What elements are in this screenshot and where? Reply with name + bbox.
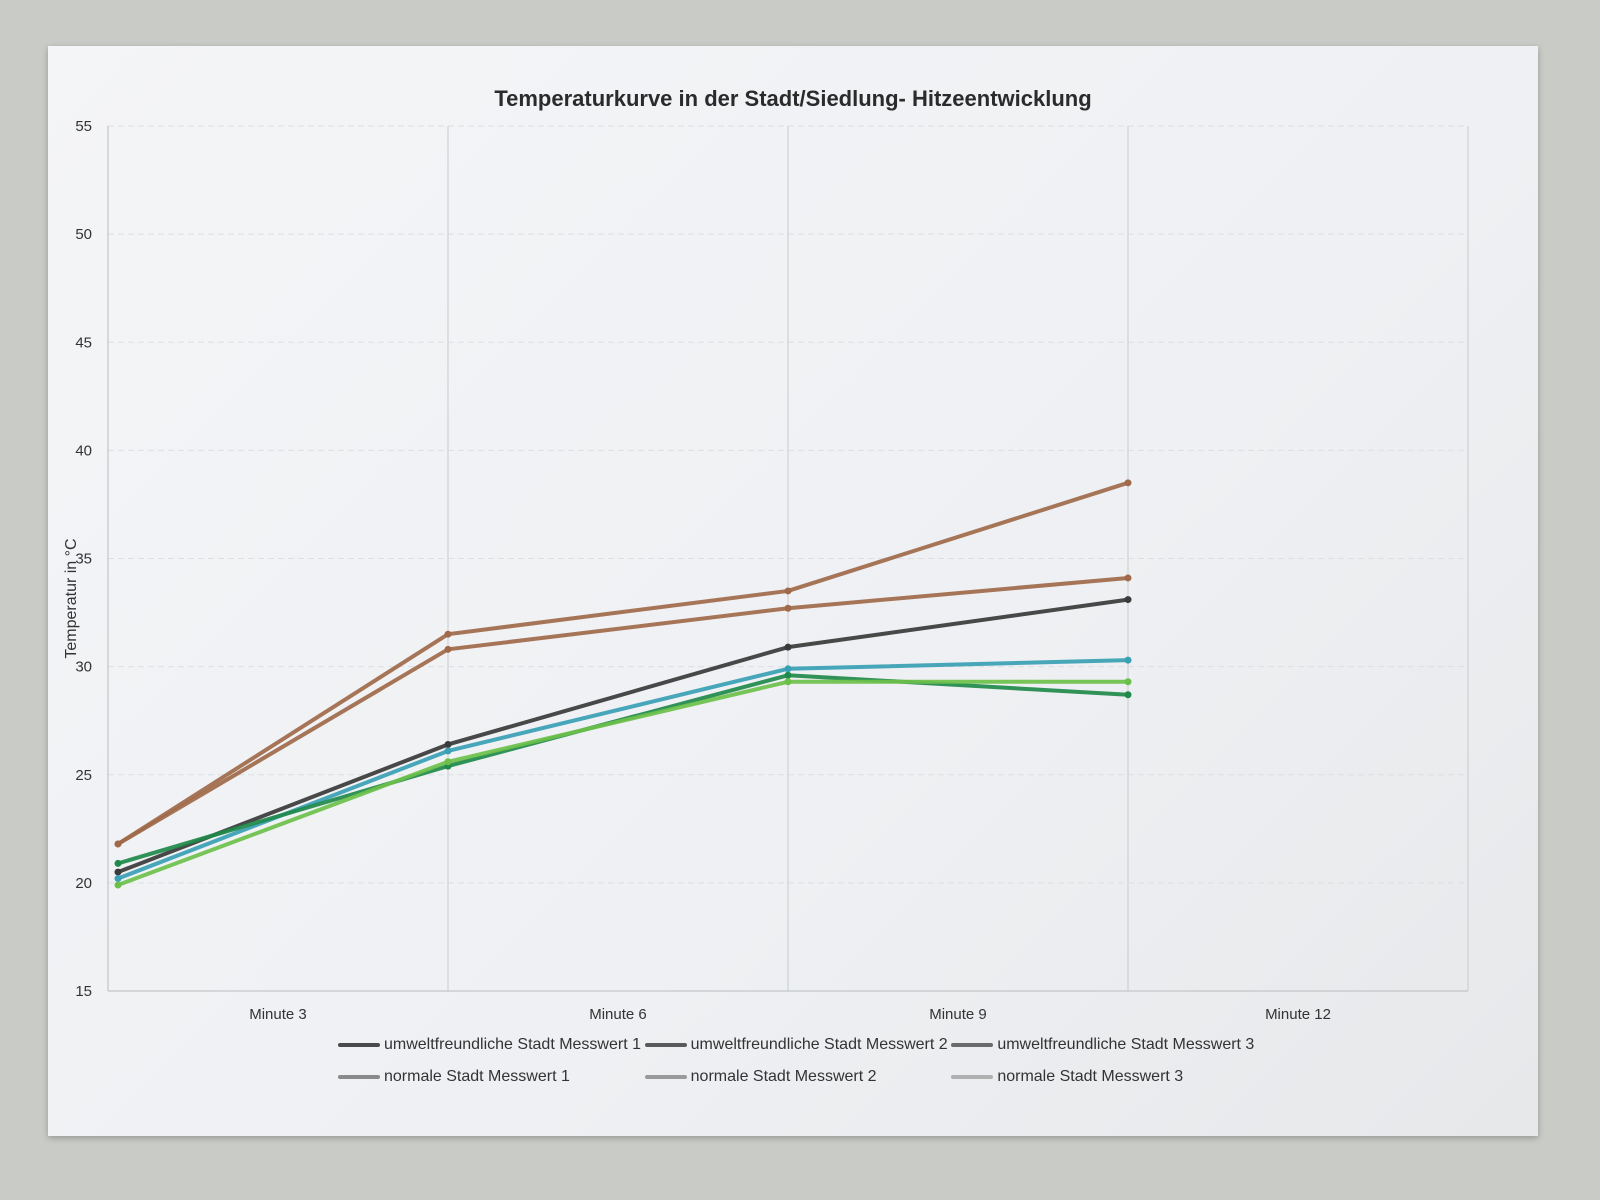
legend-swatch (338, 1043, 380, 1047)
x-tick-label: Minute 12 (1265, 1006, 1331, 1023)
legend-label: umweltfreundliche Stadt Messwert 2 (690, 1036, 948, 1053)
data-point (784, 671, 792, 679)
line-chart: 15 20 25 30 35 40 45 50 55 Minute 3 Minute 6 Minute… (63, 118, 1469, 1023)
data-point (784, 665, 792, 673)
data-point (114, 868, 122, 876)
legend-item: umweltfreundliche Stadt Messwert 2 (644, 1036, 952, 1054)
data-point (444, 645, 452, 653)
legend-label: umweltfreundliche Stadt Messwert 3 (997, 1036, 1255, 1053)
y-tick-label: 25 (75, 767, 92, 784)
y-tick-label: 15 (75, 983, 92, 1000)
data-point (1124, 678, 1132, 686)
data-point (1124, 691, 1132, 699)
series-line (116, 480, 1130, 846)
data-point (1124, 596, 1132, 604)
x-tick-label: Minute 6 (589, 1006, 647, 1023)
legend-swatch (338, 1075, 380, 1079)
legend-swatch (951, 1075, 994, 1079)
legend-item: umweltfreundliche Stadt Messwert 3 (951, 1036, 1258, 1054)
series-line (116, 597, 1130, 875)
chart-title: Temperaturkurve in der Stadt/Siedlung- H… (494, 86, 1092, 111)
y-tick-label: 30 (75, 659, 92, 676)
data-point (444, 747, 452, 755)
legend-item: umweltfreundliche Stadt Messwert 1 (338, 1036, 645, 1054)
legend-swatch (644, 1043, 687, 1047)
data-point (114, 881, 122, 889)
y-tick-label: 35 (75, 551, 92, 568)
legend-label: normale Stadt Messwert 3 (997, 1068, 1184, 1085)
x-tick-label: Minute 3 (249, 1006, 307, 1023)
y-axis-label: Temperatur in °C (63, 538, 80, 658)
data-point (1124, 479, 1132, 487)
series-line (116, 575, 1130, 846)
data-point (784, 643, 792, 651)
paper-sheet: Temperaturkurve in der Stadt/Siedlung- H… (48, 46, 1538, 1136)
data-point (1124, 574, 1132, 582)
data-point (784, 604, 792, 612)
series-line (116, 673, 1130, 866)
y-tick-label: 45 (75, 334, 92, 351)
y-tick-label: 40 (75, 442, 92, 459)
data-point (1124, 656, 1132, 664)
legend-swatch (644, 1075, 687, 1079)
data-point (444, 758, 452, 766)
data-point (114, 859, 122, 867)
chart-legend: umweltfreundliche Stadt Messwert 1 umwelt… (338, 1036, 1258, 1086)
data-point (784, 587, 792, 595)
legend-label: normale Stadt Messwert 2 (690, 1068, 877, 1085)
legend-item: normale Stadt Messwert 3 (951, 1068, 1258, 1086)
data-point (114, 840, 122, 848)
legend-item: normale Stadt Messwert 1 (338, 1068, 645, 1086)
data-point (114, 875, 122, 883)
y-tick-label: 50 (75, 226, 92, 243)
legend-label: umweltfreundliche Stadt Messwert 1 (384, 1036, 641, 1053)
data-point (444, 740, 452, 748)
y-tick-label: 55 (75, 118, 92, 135)
legend-label: normale Stadt Messwert 1 (384, 1068, 570, 1085)
x-tick-label: Minute 9 (929, 1006, 987, 1023)
y-tick-label: 20 (75, 875, 92, 892)
data-point (444, 630, 452, 638)
series-line (116, 679, 1130, 888)
data-point (784, 678, 792, 686)
legend-item: normale Stadt Messwert 2 (644, 1068, 952, 1086)
legend-swatch (951, 1043, 994, 1047)
